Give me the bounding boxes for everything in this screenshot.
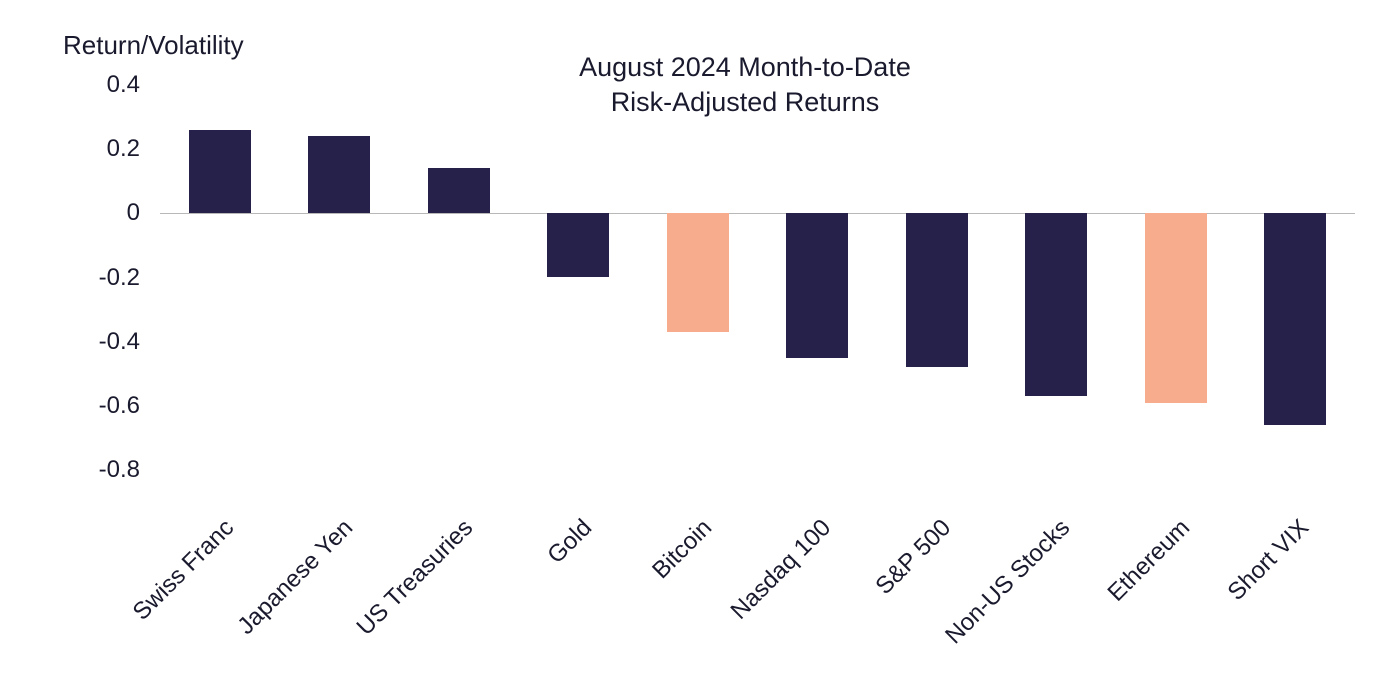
bar xyxy=(428,168,490,213)
chart-title: August 2024 Month-to-Date Risk-Adjusted … xyxy=(420,50,1070,120)
bar xyxy=(1145,213,1207,402)
y-tick-label: 0.2 xyxy=(60,135,140,163)
chart-title-line1: August 2024 Month-to-Date xyxy=(579,52,911,82)
y-axis-title: Return/Volatility xyxy=(63,30,244,61)
bar xyxy=(308,136,370,213)
bar xyxy=(667,213,729,332)
chart-title-line2: Risk-Adjusted Returns xyxy=(611,87,880,117)
y-tick-label: 0 xyxy=(60,199,140,227)
bar xyxy=(1025,213,1087,396)
y-tick-label: -0.8 xyxy=(60,456,140,484)
risk-adjusted-returns-chart: Return/Volatility August 2024 Month-to-D… xyxy=(0,0,1388,695)
y-tick-label: 0.4 xyxy=(60,71,140,99)
y-tick-label: -0.6 xyxy=(60,392,140,420)
bar xyxy=(1264,213,1326,425)
bar xyxy=(189,130,251,213)
y-tick-label: -0.4 xyxy=(60,328,140,356)
bar xyxy=(906,213,968,367)
bar xyxy=(547,213,609,277)
bar xyxy=(786,213,848,357)
y-tick-label: -0.2 xyxy=(60,264,140,292)
